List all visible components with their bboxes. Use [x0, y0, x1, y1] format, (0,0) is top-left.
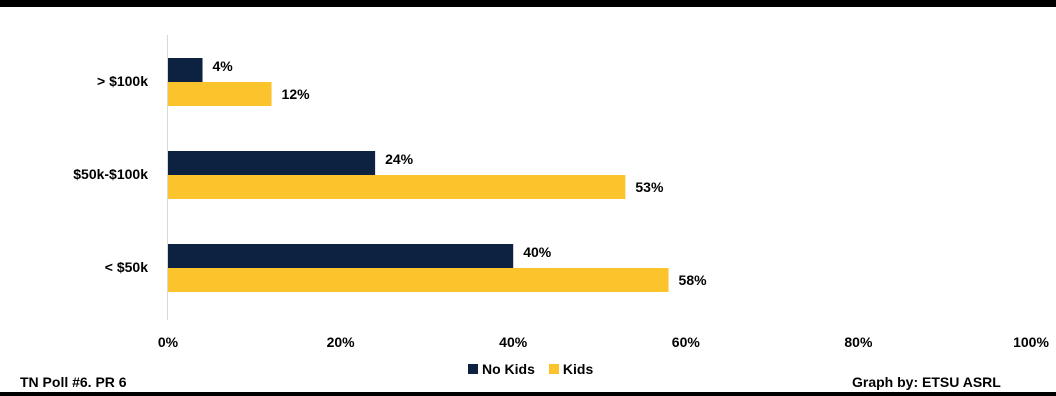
poll-source-label: TN Poll #6. PR 6 [20, 374, 127, 390]
bar-no-kids [168, 58, 203, 82]
bar-kids [168, 175, 626, 199]
bottom-rule [0, 392, 1056, 396]
legend-swatch-no-kids [468, 364, 478, 374]
data-label: 4% [213, 58, 234, 74]
x-tick-label: 80% [844, 334, 873, 350]
bar-kids [168, 82, 272, 106]
legend-swatch-kids [548, 364, 559, 374]
legend-label-no-kids: No Kids [482, 361, 535, 377]
data-label: 58% [679, 272, 708, 288]
legend-item-kids: Kids [548, 361, 594, 377]
bar-kids [168, 268, 669, 292]
legend: No Kids Kids [468, 361, 601, 377]
legend-item-no-kids: No Kids [468, 361, 535, 377]
category-label: > $100k [97, 73, 148, 89]
x-tick-label: 20% [327, 334, 356, 350]
x-tick-label: 100% [1013, 334, 1049, 350]
data-label: 53% [635, 179, 664, 195]
data-label: 12% [282, 86, 311, 102]
graph-credit-label: Graph by: ETSU ASRL [852, 374, 1001, 390]
category-label: $50k-$100k [73, 166, 148, 182]
x-tick-label: 60% [672, 334, 701, 350]
x-tick-label: 0% [158, 334, 179, 350]
category-label: < $50k [105, 259, 148, 275]
bar-no-kids [168, 244, 514, 268]
data-label: 40% [523, 244, 552, 260]
legend-label-kids: Kids [562, 361, 594, 377]
x-tick-label: 40% [499, 334, 528, 350]
top-rule [0, 0, 1056, 7]
data-label: 24% [385, 151, 414, 167]
bar-no-kids [168, 151, 376, 175]
